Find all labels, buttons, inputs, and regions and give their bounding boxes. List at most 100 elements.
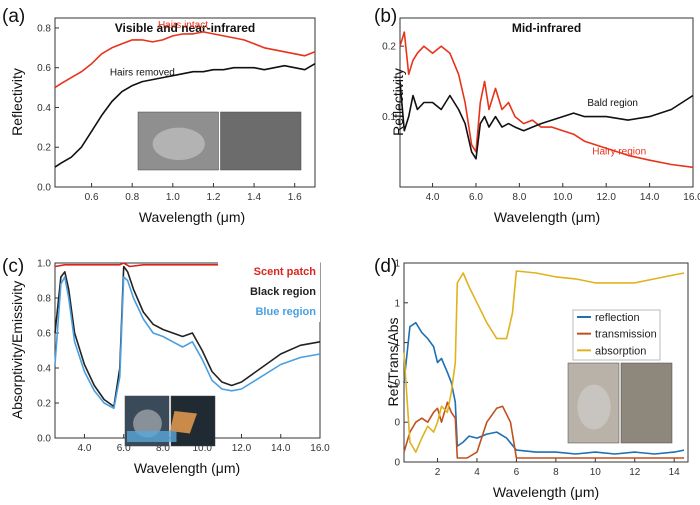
- y-tick-label: 0: [394, 458, 400, 469]
- legend-box: [218, 262, 320, 322]
- series-annotation: Hairs removed: [110, 68, 175, 79]
- series-line: [54, 31, 316, 89]
- series-annotation: Bald region: [587, 98, 638, 109]
- y-tick-label: 0.1: [382, 112, 396, 123]
- y-axis-label: Ref/Trans/Abs: [385, 318, 401, 407]
- x-tick-label: 2: [435, 467, 441, 478]
- inset-image: [567, 362, 673, 444]
- x-axis-label: Wavelength (μm): [494, 209, 600, 225]
- panel-label: (d): [374, 256, 397, 277]
- legend: reflection transmission absorption: [572, 309, 661, 361]
- series-annotation: Hairy region: [592, 147, 646, 158]
- y-tick-label: 0.2: [37, 399, 51, 410]
- y-tick-label: 0.2: [382, 42, 396, 53]
- y-tick-label: 1.0: [37, 259, 51, 270]
- legend-label: reflection: [595, 312, 640, 324]
- x-tick-label: 12.0: [596, 192, 616, 203]
- y-tick-label: 0.8: [37, 294, 51, 305]
- inset-photo-right: [620, 362, 673, 444]
- y-tick-label: 0.2: [37, 143, 51, 154]
- inset-photo-blue: [127, 431, 177, 442]
- x-tick-label: 6.0: [117, 443, 131, 454]
- x-tick-label: 6: [514, 467, 520, 478]
- y-axis-label: Reflectivity: [9, 68, 25, 136]
- chart-title: Visible and near-infrared: [115, 21, 256, 35]
- inset-photo-highlight: [133, 409, 162, 438]
- x-tick-label: 12.0: [232, 443, 252, 454]
- x-tick-label: 10.0: [192, 443, 212, 454]
- y-tick-label: 0.8: [37, 23, 51, 34]
- y-axis-label: Reflectivity: [390, 68, 406, 136]
- series-line: [399, 81, 694, 160]
- series-line: [403, 270, 685, 453]
- x-axis-label: Wavelength (μm): [134, 460, 240, 476]
- x-tick-label: 1.4: [247, 192, 261, 203]
- series-annotation: Hairs intact: [158, 20, 208, 31]
- panel-label: (b): [374, 6, 397, 27]
- x-tick-label: 1.6: [288, 192, 302, 203]
- y-tick-label: 0.4: [37, 103, 51, 114]
- x-tick-label: 1.2: [206, 192, 220, 203]
- inset-image: [137, 111, 302, 171]
- legend-label: absorption: [595, 345, 646, 357]
- y-tick-label: 0.0: [37, 183, 51, 194]
- y-tick-label: 0.6: [37, 329, 51, 340]
- x-tick-label: 14.0: [640, 192, 660, 203]
- x-tick-label: 4: [474, 467, 480, 478]
- chart-panel: (a) Visible and near-infrared 0.6 0.8 1.0 1.2…: [2, 6, 316, 225]
- x-tick-label: 16.0: [310, 443, 330, 454]
- chart-panel: (c) 4.0 6.0 8.0 10.0 12.0 14.0 16.0 0.0 0.2 0.4 0.6…: [2, 256, 330, 476]
- x-tick-label: 0.6: [85, 192, 99, 203]
- legend-box: [572, 309, 661, 361]
- x-tick-label: 4.0: [426, 192, 440, 203]
- y-tick-label: 0.0: [37, 434, 51, 445]
- x-tick-label: 12: [629, 467, 641, 478]
- y-tick-label: 0: [394, 418, 400, 429]
- x-tick-label: 8.0: [156, 443, 170, 454]
- x-tick-label: 14.0: [271, 443, 291, 454]
- legend-label: transmission: [595, 329, 657, 341]
- chart-panel: (b) Mid-infrared 4.0 6.0 8.0 10.0 12.0 14.0 16.0…: [374, 6, 700, 225]
- legend: Scent patch Black region Blue region: [218, 262, 320, 322]
- x-tick-label: 8.0: [512, 192, 526, 203]
- y-tick-label: 1: [394, 298, 400, 309]
- inset-photo-highlight: [577, 384, 611, 430]
- series-line: [54, 276, 321, 410]
- inset-photo-highlight: [152, 127, 205, 161]
- inset-photo-right: [220, 111, 302, 171]
- series-line: [54, 265, 321, 408]
- plot-frame: [54, 17, 316, 188]
- series-line: [399, 31, 694, 169]
- chart-panel: (d) 2 4 6 8 10 12 14 0 0 0 1 1 1 Wavelength (μm) Ref/Tr…: [374, 256, 689, 500]
- panel-label: (a): [2, 6, 25, 27]
- x-tick-label: 4.0: [77, 443, 91, 454]
- inset-photo-patch: [170, 411, 197, 434]
- series-line: [54, 63, 316, 168]
- plot-frame: [399, 17, 694, 188]
- series-line: [403, 321, 685, 455]
- panel-label: (c): [2, 256, 24, 277]
- x-tick-label: 0.8: [125, 192, 139, 203]
- y-tick-label: 0.4: [37, 364, 51, 375]
- y-tick-label: 0.6: [37, 63, 51, 74]
- y-tick-label: 1: [394, 338, 400, 349]
- x-tick-label: 1.0: [166, 192, 180, 203]
- x-tick-label: 16.0: [683, 192, 700, 203]
- y-tick-label: 1: [394, 259, 400, 270]
- legend-label: Black region: [250, 286, 316, 298]
- x-tick-label: 8: [553, 467, 559, 478]
- legend-label: Blue region: [255, 306, 316, 318]
- y-axis-label: Absorptivity/Emissivity: [9, 281, 25, 419]
- chart-title: Mid-infrared: [512, 21, 581, 35]
- y-tick-label: 0: [394, 378, 400, 389]
- x-tick-label: 6.0: [469, 192, 483, 203]
- x-tick-label: 14: [669, 467, 681, 478]
- x-tick-label: 10.0: [553, 192, 573, 203]
- series-line: [403, 401, 685, 459]
- x-axis-label: Wavelength (μm): [493, 484, 599, 500]
- inset-image: [124, 395, 216, 447]
- legend-label: Scent patch: [254, 266, 317, 278]
- x-axis-label: Wavelength (μm): [139, 209, 245, 225]
- x-tick-label: 10: [590, 467, 602, 478]
